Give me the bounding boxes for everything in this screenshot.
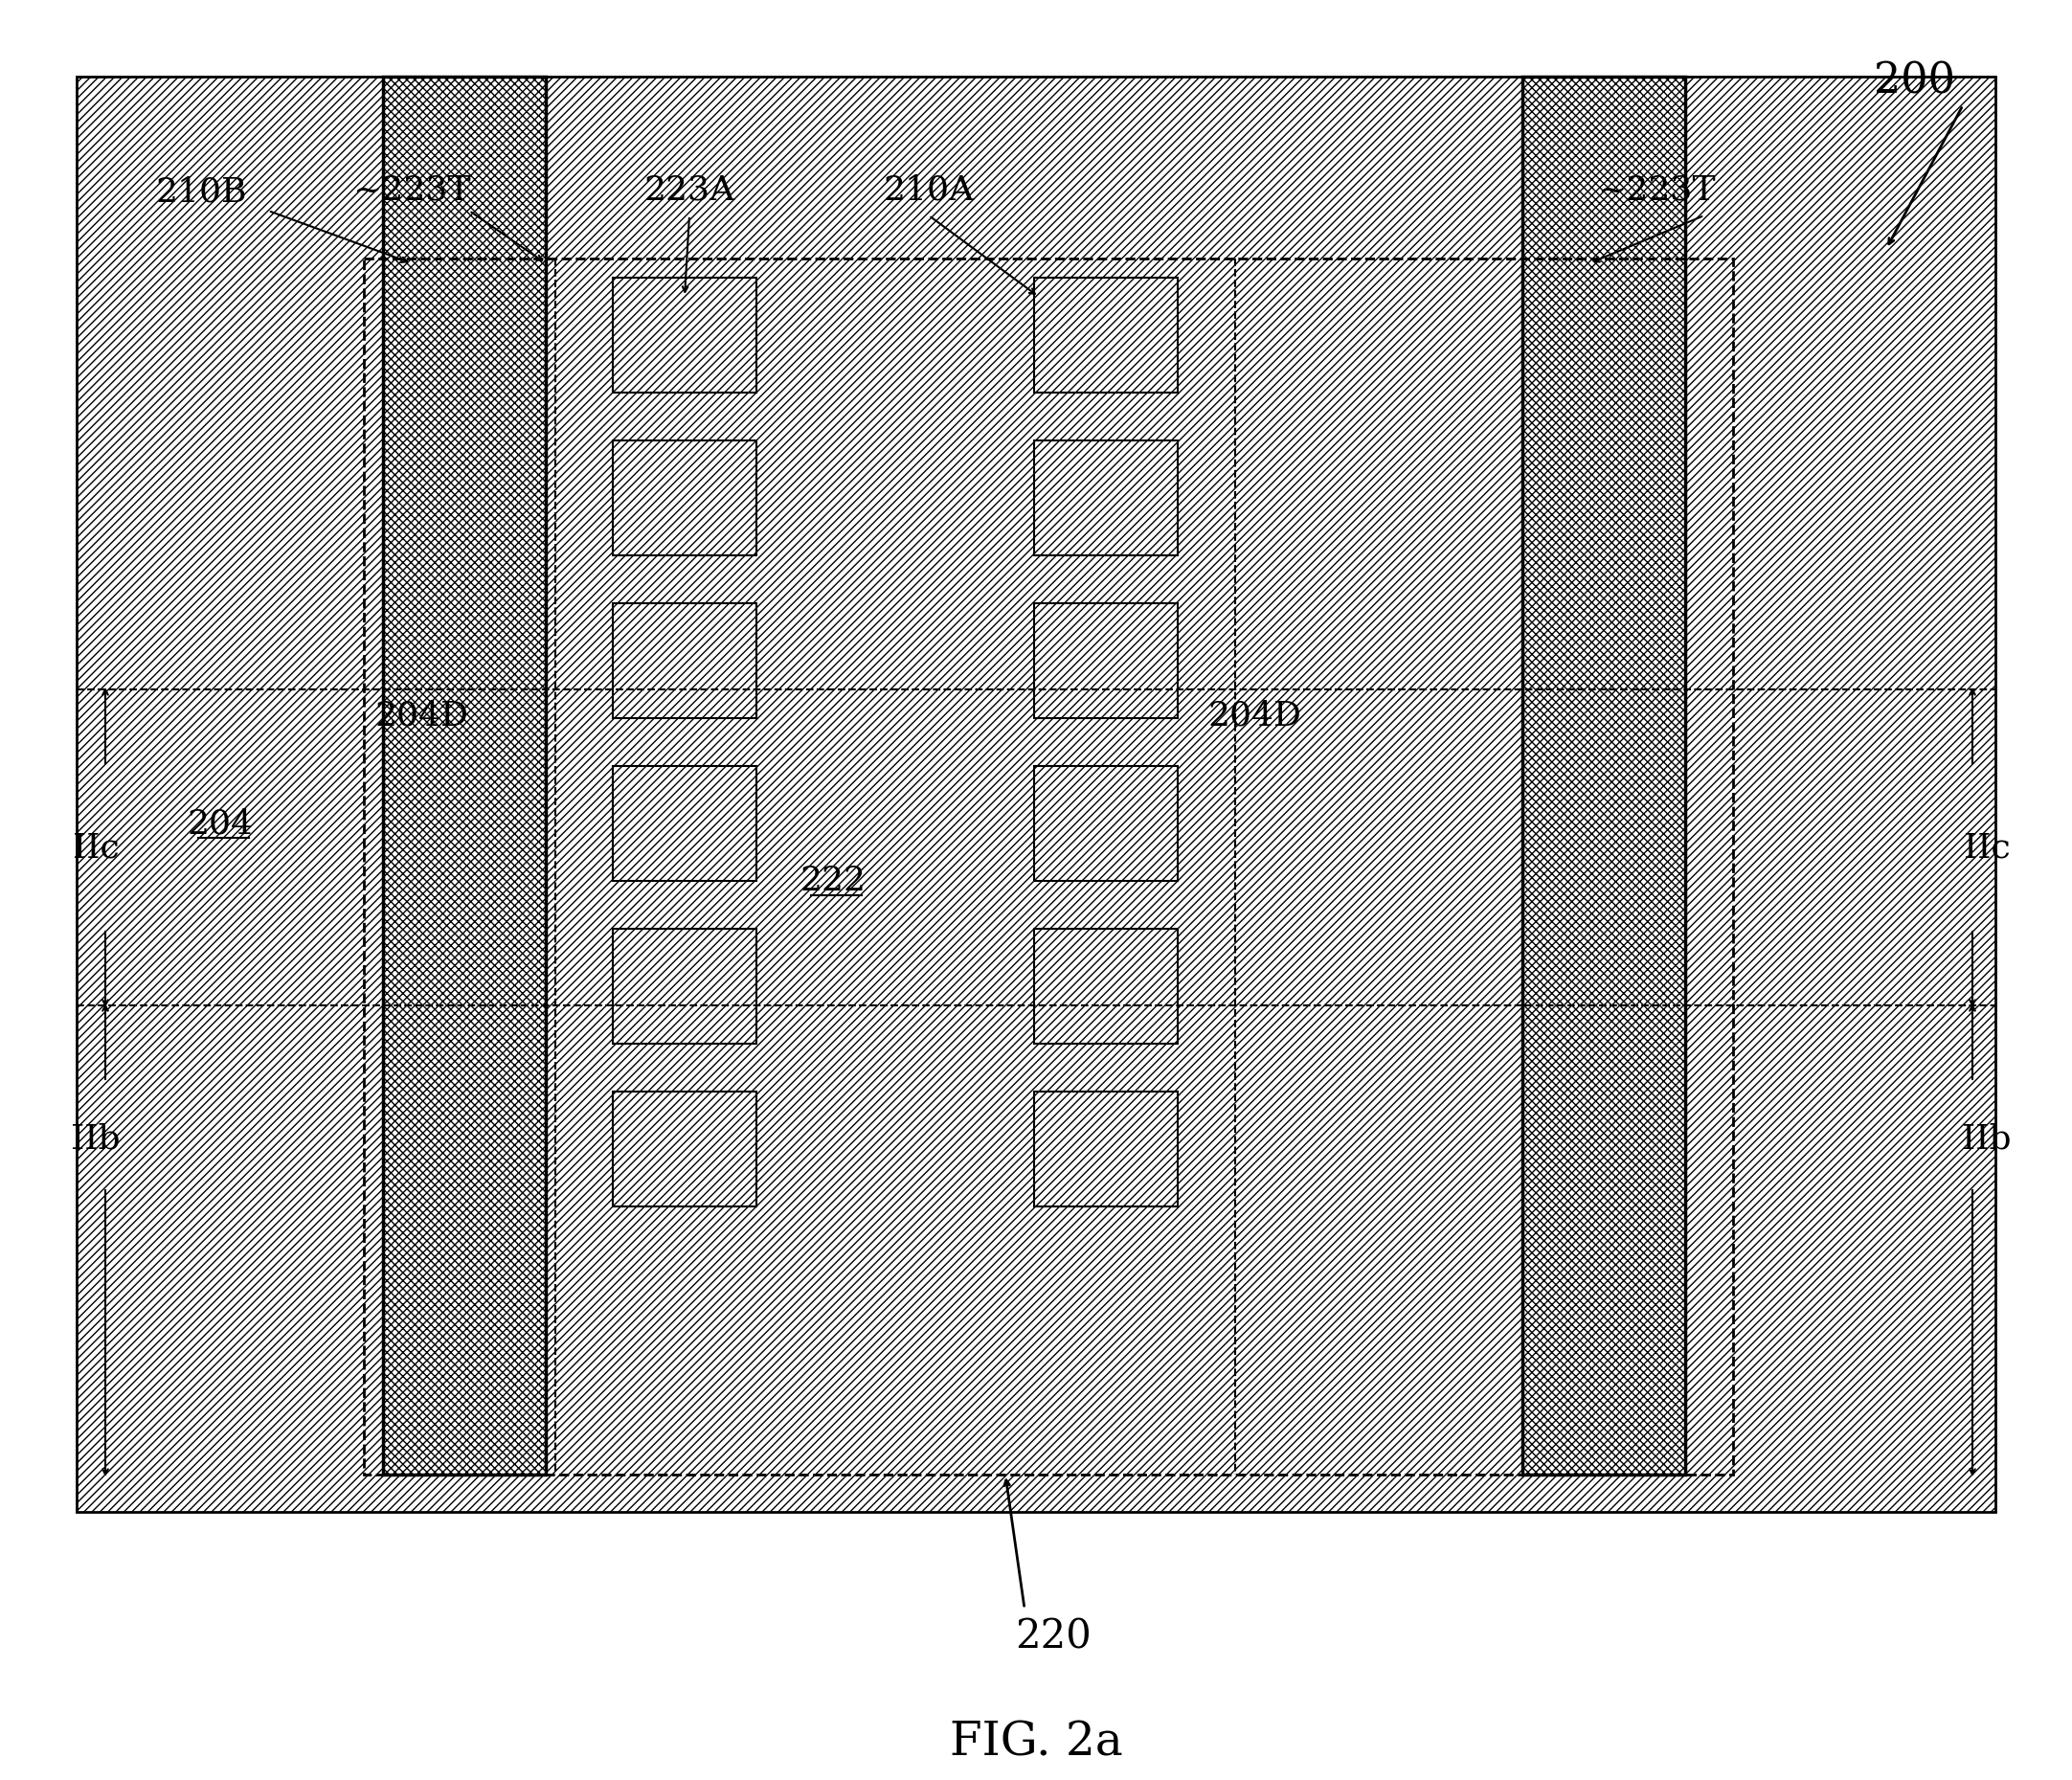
Bar	[613, 440, 756, 555]
Text: IIb: IIb	[1962, 1123, 2012, 1155]
Bar	[77, 77, 1995, 1511]
Text: IIc: IIc	[73, 831, 118, 863]
Bar	[613, 1091, 756, 1207]
Bar	[1034, 278, 1177, 393]
Text: FIG. 2a: FIG. 2a	[949, 1719, 1123, 1766]
Text: 204: 204	[186, 806, 253, 840]
Bar	[1034, 765, 1177, 881]
Text: ~223T: ~223T	[1598, 173, 1716, 206]
Bar	[383, 77, 545, 1474]
Text: 204D: 204D	[1208, 700, 1301, 733]
Text: 204D: 204D	[375, 700, 468, 733]
Text: 200: 200	[1875, 61, 1956, 101]
Text: 220: 220	[1015, 1618, 1092, 1657]
Bar	[365, 258, 1732, 1474]
Bar	[1523, 77, 1685, 1474]
Text: 210A: 210A	[883, 173, 974, 206]
Text: 222: 222	[800, 865, 866, 897]
Bar	[613, 929, 756, 1043]
Text: IIb: IIb	[70, 1123, 120, 1155]
Bar	[613, 278, 756, 393]
Bar	[1034, 440, 1177, 555]
Text: IIc: IIc	[1964, 831, 2010, 863]
Bar	[1034, 603, 1177, 717]
Text: ~223T: ~223T	[352, 173, 470, 206]
Text: 223A: 223A	[644, 173, 736, 206]
Bar	[1034, 1091, 1177, 1207]
Bar	[613, 765, 756, 881]
Bar	[1034, 929, 1177, 1043]
Text: 210B: 210B	[155, 174, 247, 208]
Bar	[613, 603, 756, 717]
